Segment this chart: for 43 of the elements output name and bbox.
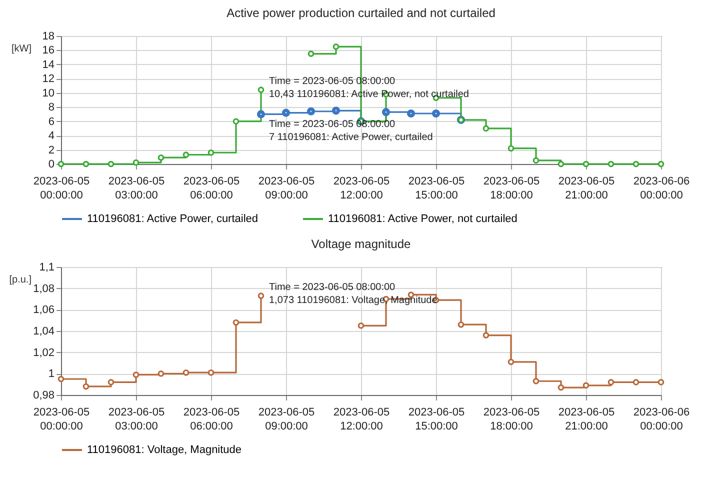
x-tick-label: 2023-06-05 06:00:00 bbox=[183, 176, 240, 202]
x-tick-label: 2023-06-05 03:00:00 bbox=[108, 406, 165, 432]
y-tick-label: 0 bbox=[48, 158, 54, 170]
x-tick-label: 2023-06-05 03:00:00 bbox=[108, 176, 165, 202]
annotation: Time = 2023-06-05 08:00:00 7 110196081: Active Power, curtailed bbox=[269, 119, 433, 144]
y-tick-label: 16 bbox=[42, 44, 54, 57]
x-tick-label: 2023-06-05 09:00:00 bbox=[258, 176, 315, 202]
x-tick-label: 2023-06-05 21:00:00 bbox=[558, 176, 615, 202]
x-tick-label: 2023-06-05 15:00:00 bbox=[408, 406, 465, 432]
y-tick-label: 1,1 bbox=[39, 262, 54, 274]
y-tick-label: 1,02 bbox=[33, 346, 54, 359]
y-tick-label: 4 bbox=[48, 130, 54, 142]
y-tick-label: 1,04 bbox=[33, 326, 54, 338]
x-tick-label: 2023-06-05 00:00:00 bbox=[33, 176, 90, 202]
y-tick-label: 14 bbox=[42, 58, 54, 71]
legend-label: 110196081: Active Power, curtailed bbox=[87, 213, 258, 225]
y-tick-label: 6 bbox=[48, 116, 54, 128]
y-tick-label: 18 bbox=[42, 30, 54, 42]
x-tick-label: 2023-06-05 15:00:00 bbox=[408, 176, 465, 202]
x-tick-label: 2023-06-05 12:00:00 bbox=[333, 176, 390, 202]
x-tick-label: 2023-06-05 12:00:00 bbox=[333, 406, 390, 432]
chart-title: Active power production curtailed and not curtailed bbox=[226, 6, 496, 20]
y-axis-title: [kW] bbox=[12, 44, 32, 54]
x-tick-label: 2023-06-05 18:00:00 bbox=[483, 176, 540, 202]
x-tick-label: 2023-06-06 00:00:00 bbox=[633, 406, 690, 432]
chart-title: Voltage magnitude bbox=[311, 237, 412, 251]
legend-label: 110196081: Voltage, Magnitude bbox=[87, 444, 242, 456]
y-tick-label: 0,98 bbox=[33, 390, 54, 402]
y-tick-label: 1,06 bbox=[33, 304, 54, 316]
legend-label: 110196081: Active Power, not curtailed bbox=[328, 213, 518, 225]
y-tick-label: 10 bbox=[42, 87, 54, 100]
x-tick-label: 2023-06-05 18:00:00 bbox=[483, 406, 540, 432]
y-tick-label: 2 bbox=[48, 144, 54, 156]
x-tick-label: 2023-06-05 06:00:00 bbox=[183, 406, 240, 432]
y-tick-label: 12 bbox=[42, 73, 54, 86]
x-tick-label: 2023-06-05 21:00:00 bbox=[558, 406, 615, 432]
y-axis-title: [p.u.] bbox=[9, 274, 32, 286]
y-tick-label: 8 bbox=[48, 102, 54, 114]
x-tick-label: 2023-06-05 00:00:00 bbox=[33, 406, 90, 432]
y-tick-label: 1 bbox=[48, 368, 54, 380]
x-tick-label: 2023-06-05 09:00:00 bbox=[258, 406, 315, 432]
y-tick-label: 1,08 bbox=[33, 282, 54, 295]
x-tick-label: 2023-06-06 00:00:00 bbox=[633, 176, 690, 202]
